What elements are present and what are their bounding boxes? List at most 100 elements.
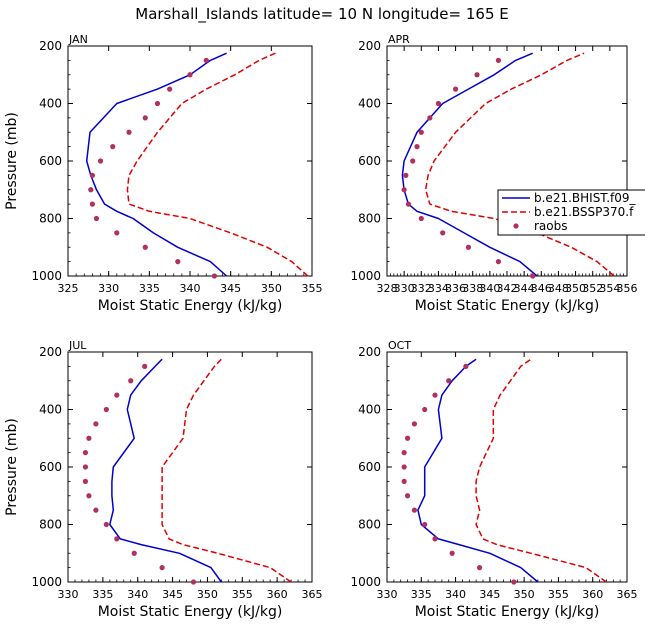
x-tick-label: 365 (302, 588, 323, 601)
x-tick-label: 340 (445, 588, 466, 601)
raobs-point (511, 579, 517, 585)
raobs-point (411, 421, 418, 427)
raobs-point (82, 478, 89, 484)
y-tick-label: 1000 (31, 269, 62, 283)
legend-label-hist: b.e21.BHIST.f09_ (534, 191, 637, 205)
legend-label-ssp: b.e21.BSSP370.f (534, 205, 634, 219)
raobs-point (82, 450, 89, 456)
x-tick-label: 356 (617, 282, 638, 295)
raobs-point (446, 378, 452, 384)
raobs-point (203, 57, 209, 63)
raobs-point (82, 464, 89, 470)
raobs-point (422, 521, 428, 528)
raobs-point (449, 550, 455, 556)
raobs-point (440, 230, 446, 236)
plot-frame (386, 351, 628, 583)
panel-jan: JAN 325 330 335 340 345 350 355 200 400 600 800 1000… (4, 33, 323, 314)
x-tick-label: 344 (514, 282, 535, 295)
x-axis-label: Moist Static Energy (kJ/kg) (98, 298, 283, 314)
x-tick-label: 345 (162, 588, 183, 601)
raobs-point (422, 406, 428, 413)
raobs-point (167, 86, 173, 92)
raobs-point (131, 550, 137, 556)
y-tick-label: 200 (358, 39, 381, 53)
x-tick-label: 340 (127, 588, 148, 601)
x-tick-label: 330 (58, 588, 79, 601)
raobs-point (114, 536, 120, 542)
x-tick-label: 352 (582, 282, 603, 295)
raobs-point (93, 215, 100, 222)
raobs-point (175, 259, 181, 265)
y-tick-label: 800 (358, 518, 381, 532)
x-tick-label: 335 (411, 588, 432, 601)
raobs-point (452, 86, 459, 92)
panel-apr: APR3283303323343363383403423443463483503… (350, 33, 637, 314)
raobs-point (435, 100, 442, 107)
y-tick-label: 1000 (350, 575, 381, 589)
x-tick-label: 345 (220, 282, 241, 295)
y-tick-label: 800 (39, 212, 62, 226)
panel-label: APR (388, 33, 410, 46)
legend-marker-raobs (513, 223, 519, 229)
raobs-point (159, 565, 165, 571)
x-tick-label: 340 (479, 282, 500, 295)
raobs-point (463, 363, 469, 369)
x-tick-label: 335 (92, 588, 113, 601)
x-axis-label: Moist Static Energy (kJ/kg) (415, 604, 600, 620)
raobs-point (403, 172, 409, 178)
raobs-point (432, 392, 438, 398)
panel-label: JAN (68, 33, 88, 46)
raobs-point (103, 406, 109, 413)
y-tick-label: 800 (39, 518, 62, 532)
x-axis-label: Moist Static Energy (kJ/kg) (98, 604, 283, 620)
x-tick-label: 346 (531, 282, 552, 295)
series-line-hist (401, 52, 538, 277)
raobs-point (530, 273, 536, 279)
x-tick-label: 340 (180, 282, 201, 295)
y-tick-label: 600 (39, 154, 62, 168)
panel-oct: OCT 330 335 340 345 350 355 360 365 200 400 600 800 1… (350, 339, 637, 620)
figure-title: Marshall_Islands latitude= 10 N longitud… (135, 5, 508, 24)
series-line-ssp370 (126, 52, 309, 277)
series-line-ssp370 (475, 358, 607, 583)
x-tick-label: 355 (548, 588, 569, 601)
x-tick-label: 354 (599, 282, 620, 295)
x-tick-label: 342 (497, 282, 518, 295)
x-tick-label: 350 (261, 282, 282, 295)
raobs-point (114, 230, 120, 236)
raobs-point (142, 363, 148, 369)
raobs-point (405, 201, 412, 207)
x-tick-label: 330 (98, 282, 119, 295)
raobs-point (89, 201, 95, 207)
raobs-point (114, 392, 120, 398)
raobs-point (126, 129, 132, 135)
legend: b.e21.BHIST.f09_ b.e21.BSSP370.f raobs (497, 189, 645, 236)
x-tick-label: 334 (428, 282, 449, 295)
x-tick-label: 348 (548, 282, 569, 295)
raobs-point (97, 158, 104, 164)
plot-frame (67, 351, 313, 583)
y-tick-label: 800 (358, 212, 381, 226)
y-tick-label: 600 (358, 154, 381, 168)
raobs-point (128, 378, 134, 384)
y-tick-label: 1000 (31, 575, 62, 589)
raobs-point (411, 507, 418, 513)
y-tick-label: 200 (358, 345, 381, 359)
raobs-point (418, 129, 424, 135)
raobs-point (93, 421, 99, 427)
raobs-point (474, 72, 480, 78)
series-line-hist (85, 52, 228, 277)
series-line-hist (417, 358, 539, 583)
x-tick-label: 360 (582, 588, 603, 601)
raobs-point (404, 493, 411, 499)
y-tick-label: 400 (358, 97, 381, 111)
raobs-point (86, 493, 92, 499)
x-tick-label: 325 (58, 282, 79, 295)
panel-jul: JUL 330 335 340 345 350 355 360 365 200 400 600 800 1… (4, 339, 323, 620)
raobs-point (401, 464, 407, 470)
raobs-point (88, 187, 94, 193)
raobs-point (187, 72, 193, 78)
x-tick-label: 328 (377, 282, 398, 295)
raobs-point (410, 158, 416, 164)
